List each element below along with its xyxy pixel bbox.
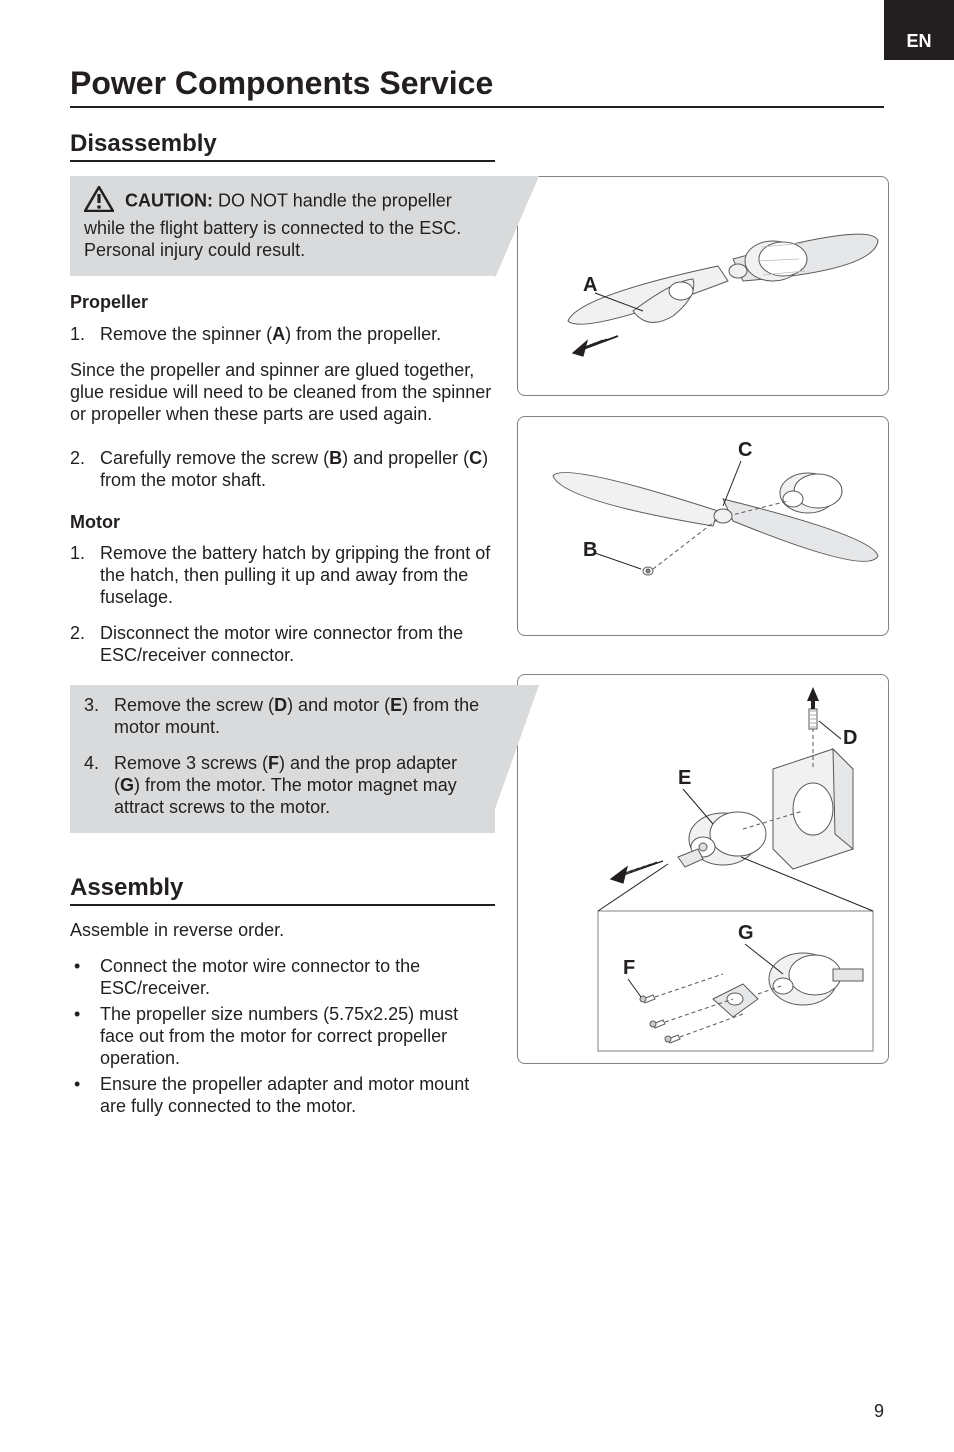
propeller-heading: Propeller	[70, 292, 495, 314]
motor-steps-1: 1. Remove the battery hatch by gripping …	[70, 543, 495, 667]
step-text: Remove the battery hatch by gripping the…	[100, 543, 495, 609]
assembly-bullets: •Connect the motor wire connector to the…	[70, 956, 495, 1118]
letter-e: E	[390, 695, 402, 715]
glued-paragraph: Since the propeller and spinner are glue…	[70, 360, 495, 426]
page: EN Power Components Service Disassembly …	[0, 0, 954, 1452]
right-column: A	[517, 176, 889, 1122]
t: ) from the motor. The motor magnet may a…	[114, 775, 457, 817]
t: ) and propeller (	[342, 448, 469, 468]
step-number: 2.	[70, 448, 100, 492]
t: Remove the spinner (	[100, 324, 272, 344]
bullet-dot: •	[70, 956, 100, 1000]
t: ) from the propeller.	[285, 324, 441, 344]
caution-text: CAUTION: DO NOT handle the propeller whi…	[84, 191, 461, 260]
propeller-step-1: 1. Remove the spinner (A) from the prope…	[70, 324, 495, 346]
bullet-dot: •	[70, 1074, 100, 1118]
step-text: Remove the spinner (A) from the propelle…	[100, 324, 441, 346]
disassembly-title: Disassembly	[70, 130, 495, 162]
step-number: 3.	[84, 695, 114, 739]
assembly-title: Assembly	[70, 873, 495, 906]
fig-label-b: B	[583, 539, 597, 561]
fig-label-e: E	[678, 767, 691, 789]
content-row: CAUTION: DO NOT handle the propeller whi…	[70, 176, 884, 1122]
motor-step-4: 4. Remove 3 screws (F) and the prop adap…	[84, 753, 481, 819]
step-text: Remove 3 screws (F) and the prop adapter…	[114, 753, 481, 819]
letter-f: F	[268, 753, 279, 773]
bullet-text: The propeller size numbers (5.75x2.25) m…	[100, 1004, 495, 1070]
step-number: 1.	[70, 543, 100, 609]
page-number: 9	[874, 1401, 884, 1422]
propeller-step-2: 2. Carefully remove the screw (B) and pr…	[70, 448, 495, 492]
letter-d: D	[274, 695, 287, 715]
caution-label: CAUTION:	[125, 191, 213, 211]
step-number: 2.	[70, 623, 100, 667]
figure-defg: D E	[517, 674, 889, 1064]
motor-callout: 3. Remove the screw (D) and motor (E) fr…	[70, 685, 495, 833]
motor-step-2: 2. Disconnect the motor wire connector f…	[70, 623, 495, 667]
fig-label-f: F	[623, 957, 635, 979]
caution-callout: CAUTION: DO NOT handle the propeller whi…	[70, 176, 495, 276]
letter-b: B	[329, 448, 342, 468]
fig-label-d: D	[843, 727, 857, 749]
t: ) and motor (	[287, 695, 390, 715]
letter-c: C	[469, 448, 482, 468]
letter-g: G	[120, 775, 134, 795]
bullet-dot: •	[70, 1004, 100, 1070]
bullet-3: •Ensure the propeller adapter and motor …	[70, 1074, 495, 1118]
t: Carefully remove the screw (	[100, 448, 329, 468]
t: Remove 3 screws (	[114, 753, 268, 773]
bullet-2: •The propeller size numbers (5.75x2.25) …	[70, 1004, 495, 1070]
figure-bc: B C	[517, 416, 889, 636]
motor-heading: Motor	[70, 512, 495, 534]
step-number: 4.	[84, 753, 114, 819]
left-column: CAUTION: DO NOT handle the propeller whi…	[70, 176, 495, 1122]
language-tab: EN	[884, 0, 954, 60]
motor-step-3: 3. Remove the screw (D) and motor (E) fr…	[84, 695, 481, 739]
bullet-1: •Connect the motor wire connector to the…	[70, 956, 495, 1000]
letter-a: A	[272, 324, 285, 344]
assembly-intro: Assemble in reverse order.	[70, 920, 495, 942]
warning-icon	[84, 186, 114, 218]
motor-step-1: 1. Remove the battery hatch by gripping …	[70, 543, 495, 609]
step-number: 1.	[70, 324, 100, 346]
step-text: Disconnect the motor wire connector from…	[100, 623, 495, 667]
fig-label-g: G	[738, 922, 754, 944]
propeller-steps-2: 2. Carefully remove the screw (B) and pr…	[70, 448, 495, 492]
step-text: Carefully remove the screw (B) and prope…	[100, 448, 495, 492]
fig-label-c: C	[738, 439, 752, 461]
propeller-steps: 1. Remove the spinner (A) from the prope…	[70, 324, 495, 346]
section-title: Power Components Service	[70, 65, 884, 108]
figure-a: A	[517, 176, 889, 396]
bullet-text: Ensure the propeller adapter and motor m…	[100, 1074, 495, 1118]
t: Remove the screw (	[114, 695, 274, 715]
motor-steps-2: 3. Remove the screw (D) and motor (E) fr…	[84, 695, 481, 819]
step-text: Remove the screw (D) and motor (E) from …	[114, 695, 481, 739]
bullet-text: Connect the motor wire connector to the …	[100, 956, 495, 1000]
